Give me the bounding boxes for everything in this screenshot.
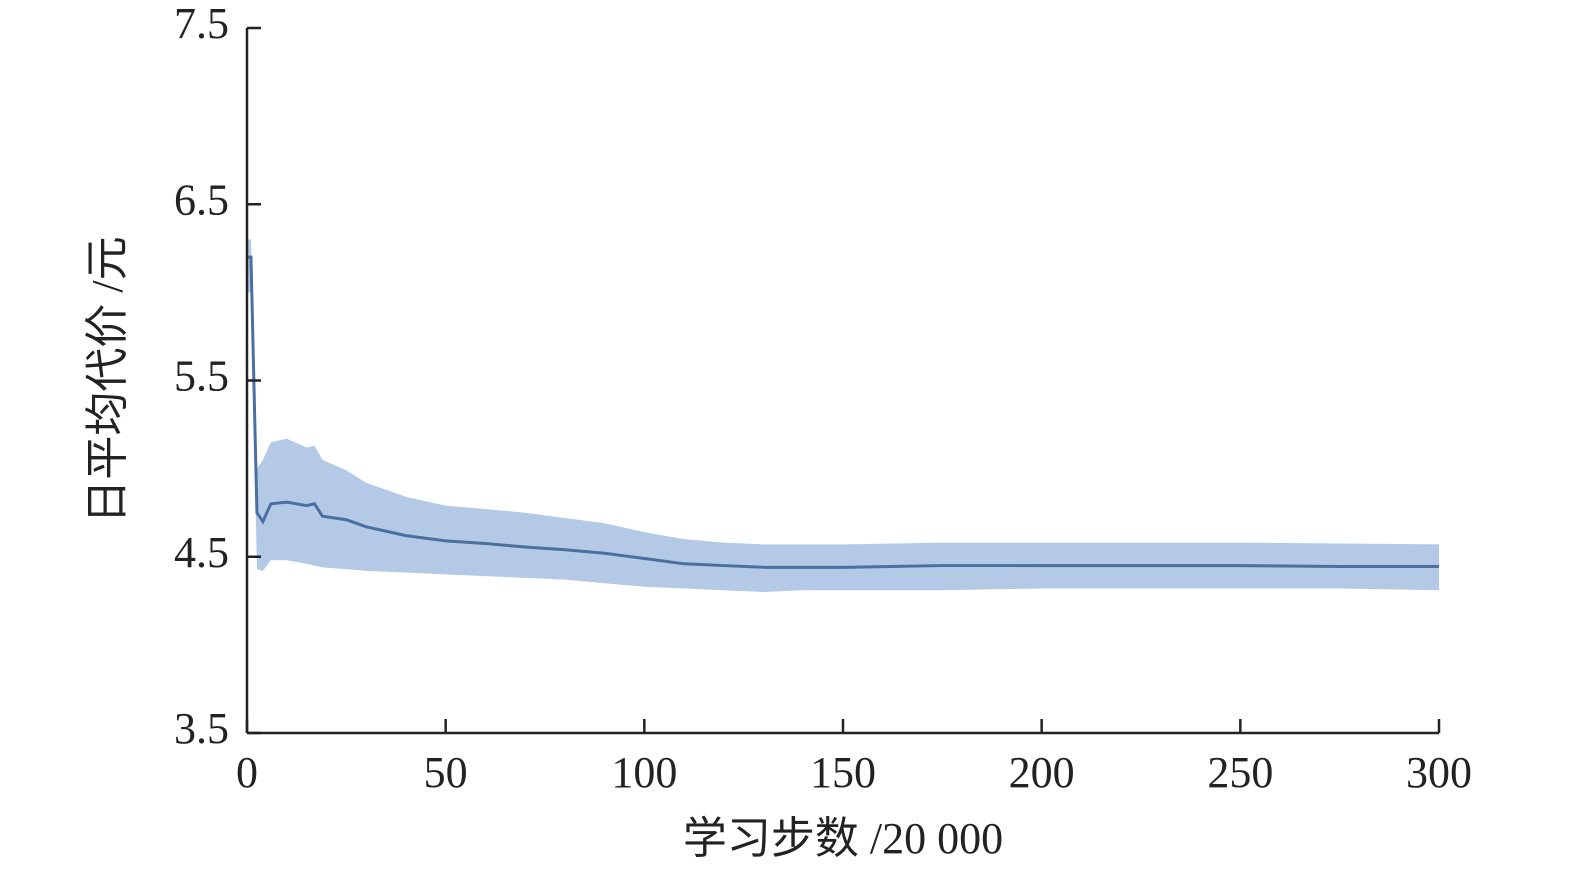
y-tick-label: 3.5 (174, 704, 229, 753)
x-tick-label: 0 (236, 748, 258, 797)
y-tick-label: 6.5 (174, 175, 229, 224)
y-tick-label: 7.5 (174, 0, 229, 48)
x-tick-label: 150 (810, 748, 876, 797)
confidence-band (247, 239, 1439, 592)
y-tick-label: 5.5 (174, 352, 229, 401)
x-tick-label: 300 (1406, 748, 1472, 797)
x-tick-label: 100 (611, 748, 677, 797)
y-tick-label: 4.5 (174, 528, 229, 577)
mean-line (247, 255, 1439, 569)
x-tick-label: 50 (424, 748, 468, 797)
y-axis-label: 日平均代价 /元 (83, 236, 132, 523)
x-axis-label: 学习步数 /20 000 (683, 814, 1003, 863)
x-tick-label: 250 (1207, 748, 1273, 797)
x-tick-label: 200 (1009, 748, 1075, 797)
